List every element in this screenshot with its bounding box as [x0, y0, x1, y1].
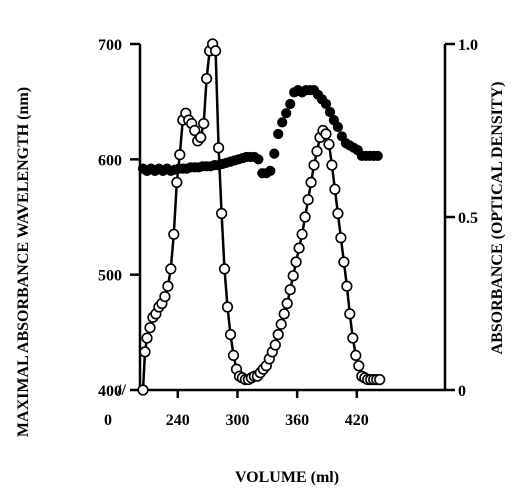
absorbance-point: [341, 280, 353, 292]
absorbance-point: [320, 128, 332, 140]
wavelength-point: [372, 150, 383, 161]
x-tick-label: 360: [285, 412, 309, 429]
wavelength-point: [265, 165, 276, 176]
wavelength-point: [285, 98, 296, 110]
absorbance-point: [216, 207, 228, 220]
wavelength-point: [320, 98, 332, 110]
absorbance-point: [350, 349, 362, 362]
absorbance-point: [305, 176, 317, 188]
series-layer: [137, 38, 386, 396]
absorbance-point: [162, 280, 174, 292]
absorbance-point: [195, 131, 207, 143]
absorbance-point: [198, 117, 210, 130]
absorbance-point: [335, 232, 347, 244]
absorbance-point: [137, 384, 149, 396]
absorbance-point: [374, 374, 386, 386]
absorbance-point: [213, 142, 225, 154]
absorbance-line: [141, 42, 380, 391]
right-y-axis-title: ABSORBANCE (OPTICAL DENSITY): [489, 82, 506, 355]
wavelength-point: [273, 128, 284, 140]
wavelength-point: [277, 117, 288, 128]
absorbance-point: [323, 138, 335, 150]
absorbance-point: [281, 297, 293, 310]
absorbance-point: [284, 284, 296, 296]
x-tick-label: 240: [166, 412, 190, 429]
absorbance-point: [287, 270, 299, 282]
left-y-tick-label: 400: [98, 383, 122, 400]
absorbance-point: [224, 329, 237, 341]
absorbance-point: [299, 211, 311, 223]
absorbance-point: [302, 194, 314, 206]
labels: // VOLUME (ml) MAXIMAL ABSORBANCE WAVELE…: [15, 82, 506, 486]
absorbance-point: [329, 183, 341, 195]
right-y-tick-label: 1.0: [458, 37, 478, 54]
absorbance-point: [275, 318, 287, 330]
absorbance-point: [139, 346, 151, 358]
absorbance-point: [165, 263, 177, 275]
left-y-tick-label: 600: [98, 152, 122, 169]
absorbance-point: [201, 72, 213, 85]
absorbance-point: [344, 308, 356, 320]
absorbance-point: [326, 159, 338, 171]
absorbance-point: [278, 308, 290, 320]
absorbance-point: [293, 242, 305, 254]
absorbance-point: [174, 149, 186, 161]
absorbance-point: [189, 124, 201, 137]
absorbance-point: [210, 45, 222, 57]
absorbance-point: [141, 332, 153, 344]
absorbance-point: [227, 349, 240, 362]
left-y-axis-title: MAXIMAL ABSORBANCE WAVELENGTH (nm): [15, 87, 32, 437]
absorbance-point: [296, 228, 308, 240]
wavelength-point: [253, 154, 264, 165]
absorbance-point: [171, 176, 183, 188]
absorbance-point: [311, 145, 323, 157]
right-y-tick-label: 0.5: [458, 210, 478, 227]
absorbance-point: [338, 256, 350, 268]
ticks: 0 240 300 360 420 400 500 600 700 0 0.5 1.0: [98, 37, 478, 429]
wavelength-point: [324, 106, 336, 118]
absorbance-point: [221, 301, 234, 313]
axis-break-symbol: //: [116, 382, 126, 399]
absorbance-point: [332, 207, 344, 220]
x-tick-label: 420: [345, 412, 369, 429]
absorbance-point: [353, 360, 365, 372]
absorbance-point: [269, 339, 281, 351]
absorbance-point: [347, 332, 359, 344]
x-tick-label: 300: [225, 412, 249, 429]
x-tick-label: 0: [104, 412, 112, 429]
left-y-tick-label: 500: [98, 268, 122, 285]
wavelength-point: [332, 121, 343, 133]
absorbance-point: [290, 256, 302, 268]
absorbance-point: [308, 159, 320, 171]
right-y-tick-label: 0: [458, 383, 466, 400]
absorbance-point: [168, 228, 180, 240]
wavelength-point: [281, 108, 292, 119]
absorbance-point: [272, 329, 284, 341]
absorbance-point: [218, 263, 231, 275]
absorbance-point: [144, 322, 156, 334]
x-axis-title: VOLUME (ml): [235, 469, 339, 486]
absorbance-point: [159, 291, 171, 303]
wavelength-point: [269, 148, 280, 159]
left-y-tick-label: 700: [98, 37, 122, 54]
